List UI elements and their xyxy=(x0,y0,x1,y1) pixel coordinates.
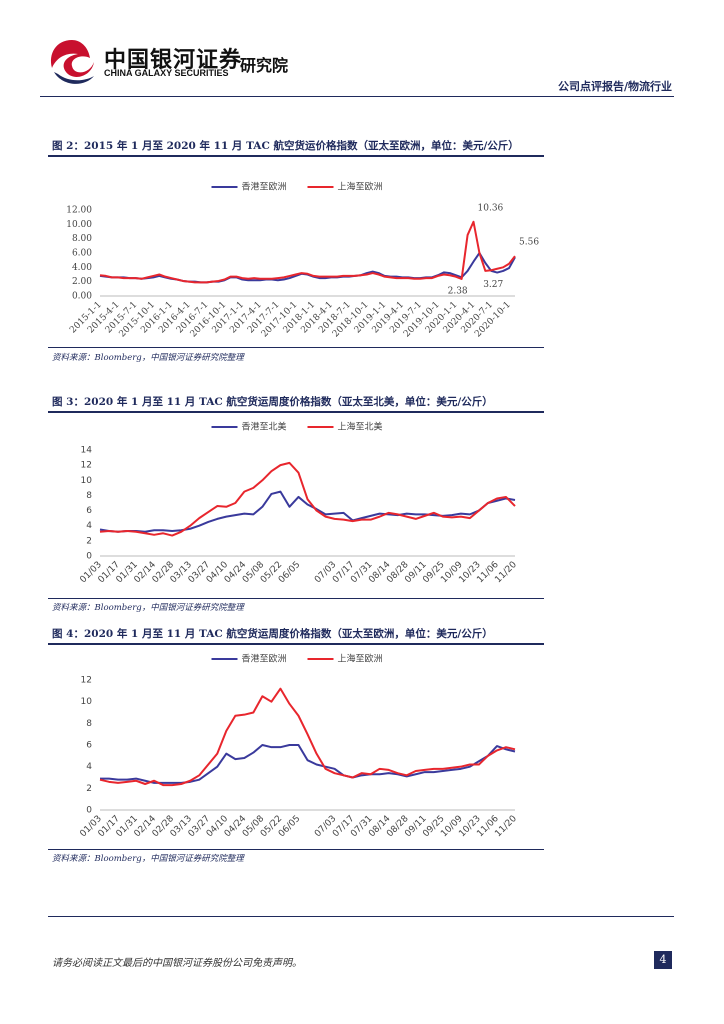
y-tick-label: 4 xyxy=(86,521,92,531)
series-line xyxy=(99,461,516,537)
chart: 0.002.004.006.008.0010.0012.002015-1-120… xyxy=(66,181,539,340)
figure-rule xyxy=(48,347,544,348)
series-line xyxy=(99,252,516,284)
y-tick-label: 12.00 xyxy=(66,206,92,216)
y-tick-label: 8 xyxy=(86,719,92,729)
figure-caption: 图 3：2020 年 1 月至 11 月 TAC 航空货运周度价格指数（亚太至北… xyxy=(52,396,493,408)
disclaimer: 请务必阅读正文最后的中国银河证券股份公司免责声明。 xyxy=(52,958,302,969)
y-tick-label: 10.00 xyxy=(66,220,92,230)
report-type: 公司点评报告/物流行业 xyxy=(557,80,672,93)
legend-label: 香港至欧洲 xyxy=(242,653,287,665)
brand: 中国银河证券 xyxy=(104,47,243,73)
caption-rule xyxy=(48,155,544,157)
y-tick-label: 6 xyxy=(86,741,92,751)
series-line xyxy=(100,744,516,784)
caption-rule xyxy=(48,411,544,413)
y-tick-label: 2 xyxy=(86,536,92,546)
institute: 研究院 xyxy=(240,56,289,75)
y-tick-label: 12 xyxy=(81,461,92,471)
legend-label: 上海至欧洲 xyxy=(338,653,383,665)
y-tick-label: 4.00 xyxy=(72,263,92,273)
y-tick-label: 12 xyxy=(81,676,92,686)
y-tick-label: 6 xyxy=(86,506,92,516)
chart: 02468101201/0301/1701/3102/1402/2803/130… xyxy=(78,653,519,840)
brand-en: CHINA GALAXY SECURITIES xyxy=(104,68,229,78)
y-tick-label: 2 xyxy=(86,784,92,794)
figure-caption: 图 4：2020 年 1 月至 11 月 TAC 航空货运周度价格指数（亚太至欧… xyxy=(52,628,493,640)
legend-label: 香港至北美 xyxy=(242,421,287,433)
data-label: 2.38 xyxy=(448,286,468,296)
header-rule xyxy=(40,96,674,97)
y-tick-label: 8.00 xyxy=(72,234,92,244)
y-tick-label: 0 xyxy=(86,806,92,816)
figure-source: 资料来源：Bloomberg，中国银河证券研究院整理 xyxy=(52,603,244,613)
series-line xyxy=(99,687,516,787)
legend-label: 上海至欧洲 xyxy=(338,181,383,193)
data-label: 5.56 xyxy=(519,238,539,248)
legend-label: 上海至北美 xyxy=(338,421,383,433)
y-tick-label: 0 xyxy=(86,552,92,562)
legend-label: 香港至欧洲 xyxy=(242,181,287,193)
y-tick-label: 2.00 xyxy=(72,277,92,287)
y-tick-label: 10 xyxy=(81,476,93,486)
figure-rule xyxy=(48,849,544,850)
figure-rule xyxy=(48,598,544,599)
logo xyxy=(50,40,94,84)
y-tick-label: 6.00 xyxy=(72,249,92,259)
y-tick-label: 8 xyxy=(86,491,92,501)
y-tick-label: 4 xyxy=(86,762,92,772)
data-label: 10.36 xyxy=(478,203,504,213)
figure-source: 资料来源：Bloomberg，中国银河证券研究院整理 xyxy=(52,353,244,363)
series-line xyxy=(99,490,516,533)
y-tick-label: 14 xyxy=(81,446,93,456)
y-tick-label: 0.00 xyxy=(72,292,92,302)
data-label: 3.27 xyxy=(483,280,503,290)
caption-rule xyxy=(48,643,544,645)
figure-caption: 图 2：2015 年 1 月至 2020 年 11 月 TAC 航空货运价格指数… xyxy=(52,140,519,152)
chart: 0246810121401/0301/1701/3102/1402/2803/1… xyxy=(78,421,519,586)
footer-rule xyxy=(48,916,674,917)
page-number: 4 xyxy=(654,951,672,969)
figure-source: 资料来源：Bloomberg，中国银河证券研究院整理 xyxy=(52,854,244,864)
series-line xyxy=(99,220,516,284)
y-tick-label: 10 xyxy=(81,697,93,707)
